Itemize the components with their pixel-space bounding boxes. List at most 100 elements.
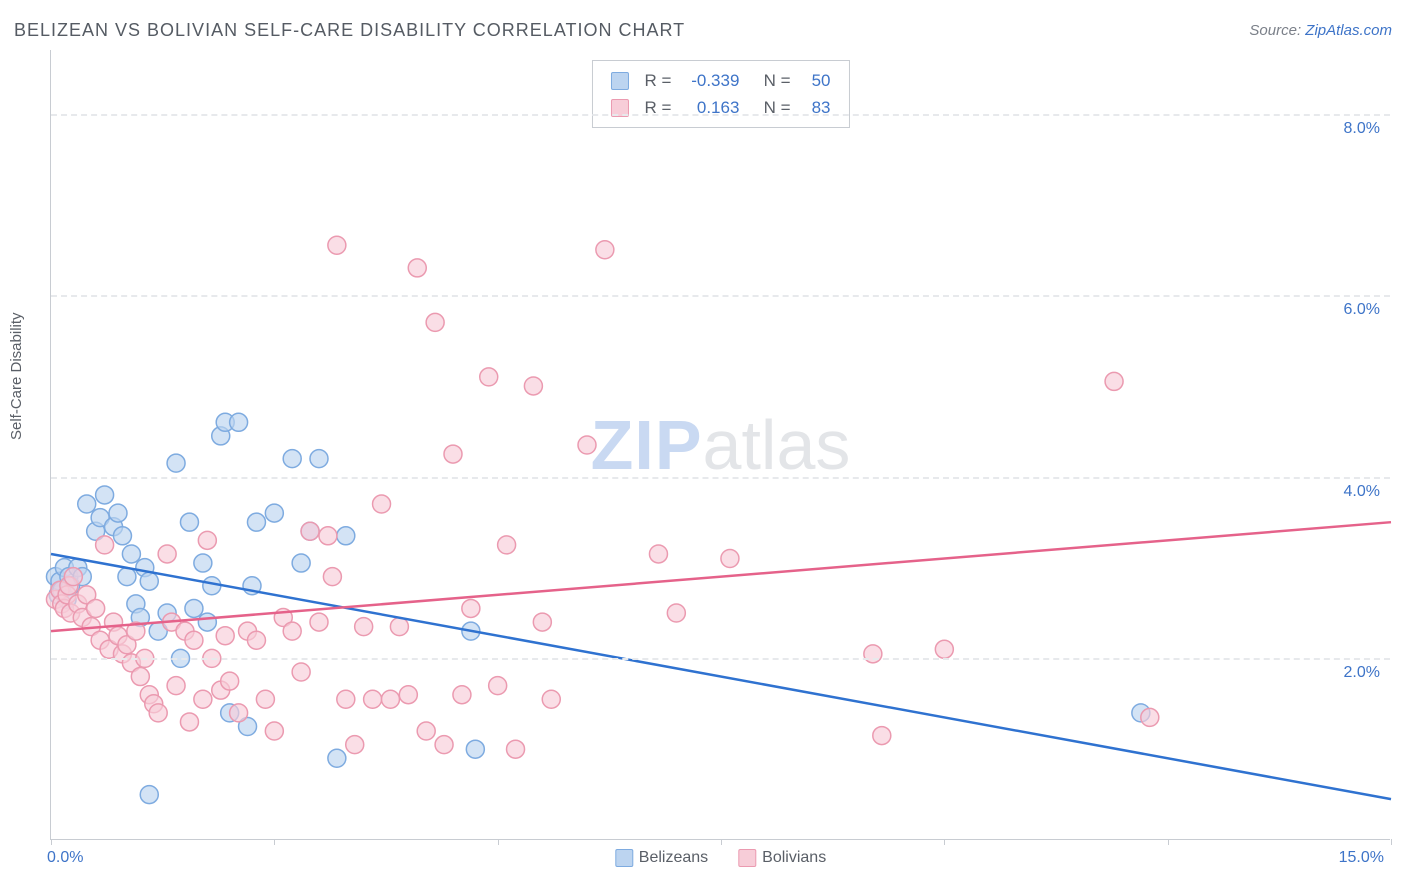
scatter-point	[453, 686, 471, 704]
scatter-point	[328, 236, 346, 254]
scatter-point	[158, 545, 176, 563]
scatter-point	[1141, 708, 1159, 726]
scatter-point	[198, 613, 216, 631]
scatter-point	[167, 454, 185, 472]
scatter-point	[96, 536, 114, 554]
scatter-point	[667, 604, 685, 622]
scatter-point	[466, 740, 484, 758]
scatter-point	[292, 554, 310, 572]
scatter-point	[216, 627, 234, 645]
stats-box: R = -0.339 N = 50R = 0.163 N = 83	[591, 60, 849, 128]
scatter-point	[131, 668, 149, 686]
y-tick-label: 2.0%	[1344, 664, 1380, 682]
n-value: 83	[801, 94, 831, 121]
scatter-point	[1105, 372, 1123, 390]
swatch-icon	[610, 72, 628, 90]
scatter-point	[533, 613, 551, 631]
scatter-point	[113, 527, 131, 545]
scatter-point	[444, 445, 462, 463]
svg-layer	[51, 50, 1390, 839]
scatter-point	[180, 713, 198, 731]
scatter-point	[221, 672, 239, 690]
y-tick-label: 8.0%	[1344, 120, 1380, 138]
x-tick-label: 0.0%	[47, 849, 83, 867]
scatter-point	[180, 513, 198, 531]
x-tick	[1168, 839, 1169, 845]
scatter-point	[364, 690, 382, 708]
y-axis-label: Self-Care Disability	[8, 312, 25, 440]
x-tick	[944, 839, 945, 845]
scatter-point	[524, 377, 542, 395]
gridline-h	[51, 295, 1390, 297]
gridline-h	[51, 114, 1390, 116]
chart-title: BELIZEAN VS BOLIVIAN SELF-CARE DISABILIT…	[14, 20, 685, 41]
scatter-point	[390, 618, 408, 636]
scatter-point	[346, 736, 364, 754]
n-value: 50	[801, 67, 831, 94]
scatter-point	[109, 504, 127, 522]
scatter-point	[426, 313, 444, 331]
scatter-point	[355, 618, 373, 636]
legend-label: Bolivians	[762, 849, 826, 866]
scatter-point	[873, 727, 891, 745]
scatter-point	[78, 495, 96, 513]
plot-area: ZIPatlas R =-0.339 N =50R =0.163 N =83 B…	[50, 50, 1390, 840]
scatter-point	[230, 413, 248, 431]
source-prefix: Source:	[1249, 22, 1305, 39]
legend-label: Belizeans	[639, 849, 708, 866]
scatter-point	[167, 677, 185, 695]
r-label: R =	[644, 94, 671, 121]
scatter-point	[399, 686, 417, 704]
gridline-h	[51, 477, 1390, 479]
scatter-point	[149, 704, 167, 722]
x-tick	[51, 839, 52, 845]
stats-row: R =-0.339 N =50	[610, 67, 830, 94]
legend-bottom: Belizeans Bolivians	[615, 849, 826, 867]
scatter-point	[87, 599, 105, 617]
x-tick	[274, 839, 275, 845]
scatter-point	[408, 259, 426, 277]
y-tick-label: 4.0%	[1344, 483, 1380, 501]
scatter-point	[542, 690, 560, 708]
scatter-point	[118, 568, 136, 586]
scatter-point	[498, 536, 516, 554]
scatter-point	[310, 613, 328, 631]
r-value: 0.163	[681, 94, 739, 121]
scatter-point	[256, 690, 274, 708]
scatter-point	[301, 522, 319, 540]
stats-row: R = 0.163 N = 83	[610, 94, 830, 121]
scatter-point	[265, 504, 283, 522]
scatter-point	[122, 545, 140, 563]
scatter-point	[462, 599, 480, 617]
r-value: -0.339	[681, 67, 739, 94]
scatter-point	[283, 450, 301, 468]
scatter-point	[283, 622, 301, 640]
scatter-point	[373, 495, 391, 513]
scatter-point	[247, 631, 265, 649]
scatter-point	[247, 513, 265, 531]
scatter-point	[578, 436, 596, 454]
scatter-point	[337, 527, 355, 545]
trend-line	[51, 554, 1391, 799]
scatter-point	[198, 531, 216, 549]
source-link[interactable]: ZipAtlas.com	[1305, 22, 1392, 39]
chart-container: BELIZEAN VS BOLIVIAN SELF-CARE DISABILIT…	[0, 0, 1406, 892]
scatter-point	[194, 554, 212, 572]
legend-item: Bolivians	[738, 849, 826, 867]
gridline-h	[51, 658, 1390, 660]
x-tick	[721, 839, 722, 845]
scatter-point	[140, 572, 158, 590]
scatter-point	[265, 722, 283, 740]
n-label: N =	[749, 94, 790, 121]
scatter-point	[337, 690, 355, 708]
scatter-point	[323, 568, 341, 586]
x-tick	[498, 839, 499, 845]
scatter-point	[319, 527, 337, 545]
legend-item: Belizeans	[615, 849, 708, 867]
n-label: N =	[749, 67, 790, 94]
swatch-icon	[738, 849, 756, 867]
scatter-point	[649, 545, 667, 563]
scatter-point	[96, 486, 114, 504]
scatter-point	[328, 749, 346, 767]
scatter-point	[721, 550, 739, 568]
